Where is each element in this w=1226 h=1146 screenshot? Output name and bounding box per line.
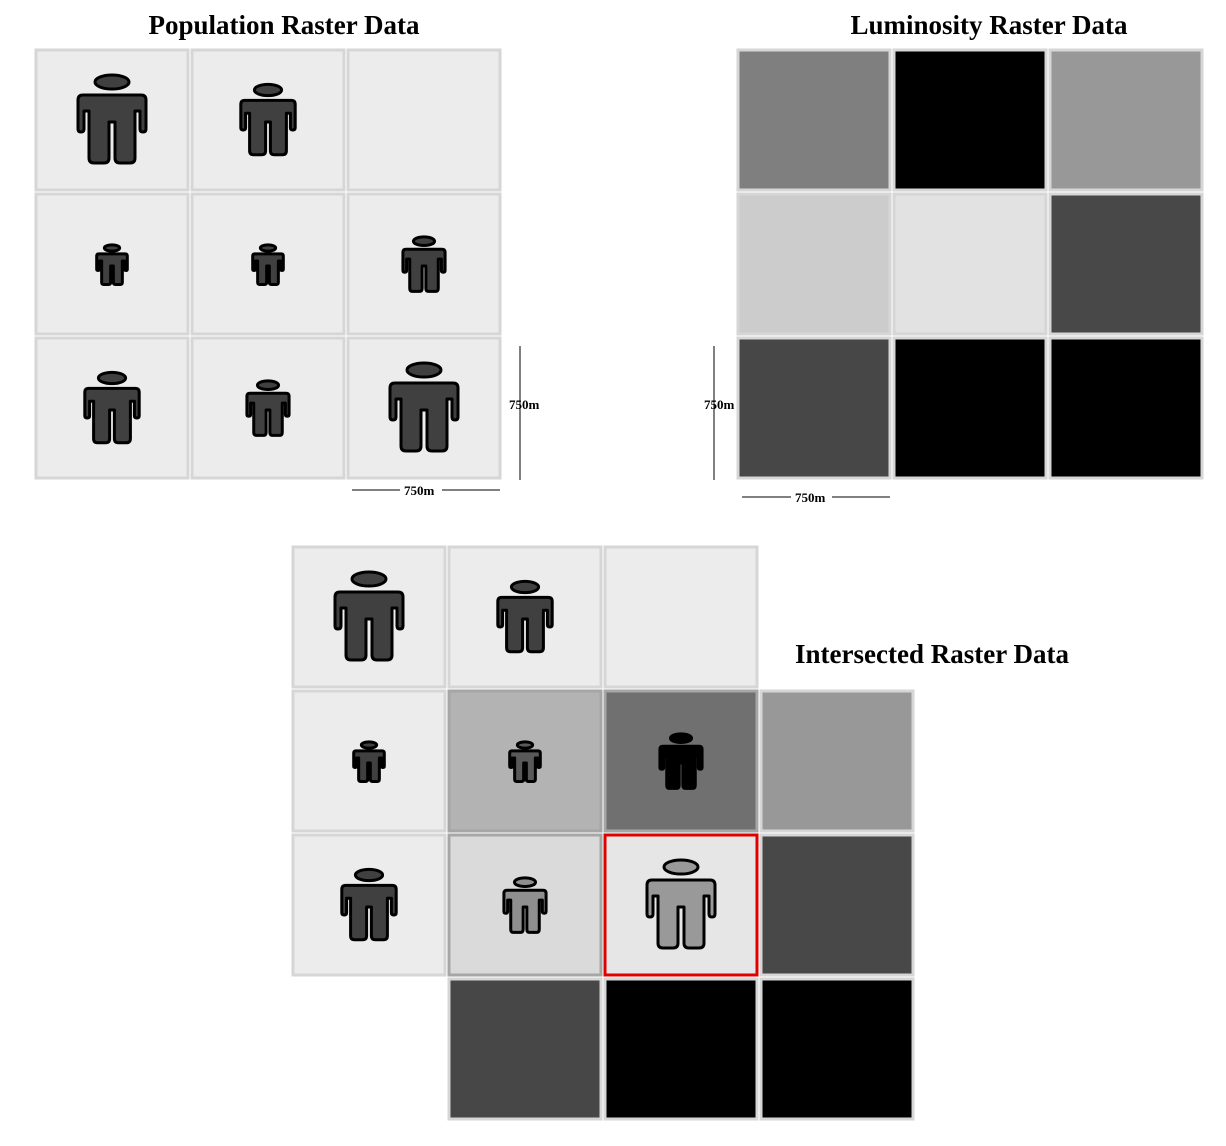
intersected-raster-title: Intersected Raster Data (795, 639, 1069, 669)
population-horizontal-scale-label: 750m (404, 483, 435, 498)
person-icon (340, 867, 398, 942)
luminosity-vertical-scale-label: 750m (704, 397, 735, 412)
luminosity-cell (736, 336, 892, 480)
intersected-luminosity-cell (603, 977, 759, 1121)
luminosity-cell (736, 48, 892, 192)
person-icon (245, 379, 291, 437)
luminosity-raster-title: Luminosity Raster Data (850, 10, 1128, 40)
population-vertical-scale-label: 750m (509, 397, 540, 412)
person-icon (95, 243, 129, 286)
luminosity-cell (892, 48, 1048, 192)
luminosity-cell (892, 192, 1048, 336)
intersected-luminosity-cell (447, 977, 603, 1121)
person-icon (658, 732, 704, 790)
population-cell (346, 48, 502, 192)
intersected-luminosity-cell (759, 689, 915, 833)
person-icon (496, 579, 554, 654)
luminosity-cell (1048, 48, 1204, 192)
intersected-luminosity-cell (759, 833, 915, 977)
person-icon (388, 361, 460, 453)
person-icon (508, 740, 542, 783)
person-icon (251, 243, 285, 286)
person-icon (352, 740, 386, 783)
luminosity-cell (1048, 192, 1204, 336)
person-icon (401, 235, 447, 293)
person-icon (83, 370, 141, 445)
person-icon (333, 570, 405, 662)
intersected-luminosity-cell (759, 977, 915, 1121)
person-icon (645, 858, 717, 950)
intersected-population-cell (603, 545, 759, 689)
luminosity-cell (736, 192, 892, 336)
population-raster-title: Population Raster Data (148, 10, 420, 40)
luminosity-horizontal-scale-label: 750m (795, 490, 826, 505)
luminosity-cell (1048, 336, 1204, 480)
person-icon (239, 82, 297, 157)
person-icon (76, 73, 148, 165)
luminosity-cell (892, 336, 1048, 480)
person-icon (502, 876, 548, 934)
